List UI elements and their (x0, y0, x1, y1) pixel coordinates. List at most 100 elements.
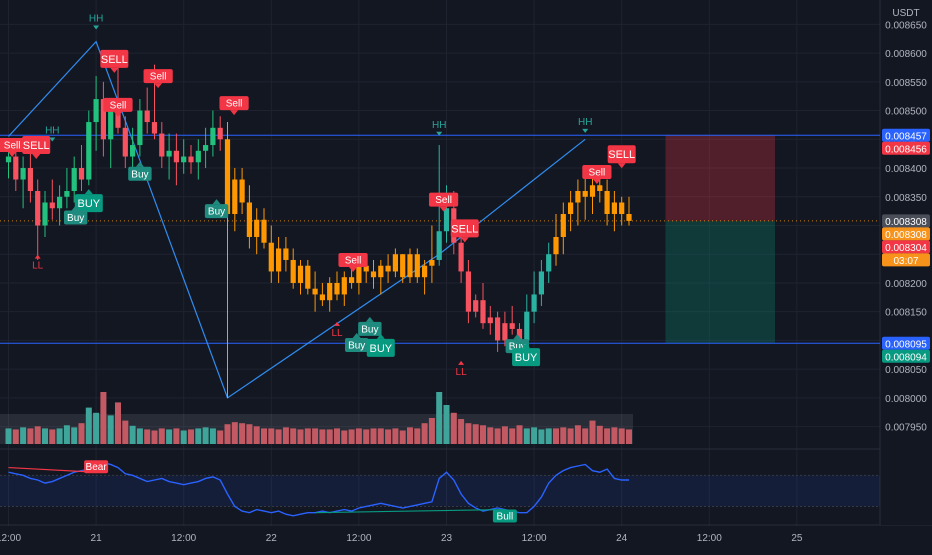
volume-bar (49, 429, 56, 444)
candle-body (239, 179, 245, 203)
candle-body (224, 139, 231, 214)
volume-bar (399, 430, 406, 444)
time-tick-label: 12:00 (522, 533, 547, 544)
signal-label: Sell (226, 99, 243, 110)
volume-bars (0, 392, 633, 444)
swing-label: LL (456, 367, 468, 378)
signal-badge (128, 166, 152, 181)
signal-pointer (460, 237, 469, 243)
volume-bar (377, 428, 384, 444)
candle-body (378, 265, 384, 278)
candle-body (597, 185, 603, 192)
price-tag (882, 253, 930, 267)
volume-bar (268, 428, 275, 444)
candle-body (254, 219, 260, 237)
candle-body (137, 110, 143, 146)
candle-body (611, 202, 617, 214)
candle-body (429, 259, 435, 266)
price-tick-label: 0.008400 (885, 164, 927, 175)
volume-bar (436, 392, 443, 444)
position-stop-zone[interactable] (665, 135, 776, 221)
signal-pointer (617, 163, 626, 169)
signal-badge (450, 219, 479, 238)
horizontal-levels[interactable] (0, 134, 880, 344)
signal-badge (100, 49, 129, 68)
candle-body (568, 202, 574, 214)
signal-pointer (592, 179, 601, 185)
candle-body (319, 294, 325, 301)
signal-badge (22, 136, 51, 155)
quote-currency-label: USDT (892, 8, 919, 19)
candle-body (173, 150, 179, 163)
swing-marker-down (49, 137, 56, 142)
signal-label: BUY (515, 352, 538, 364)
volume-bar (136, 428, 143, 444)
volume-bar (341, 430, 348, 444)
volume-bar (392, 428, 399, 444)
candle-body (487, 317, 493, 324)
position-tool[interactable] (665, 135, 776, 344)
swing-marker-down (93, 25, 100, 30)
price-tag (882, 141, 930, 155)
volume-bar (414, 428, 421, 444)
zigzag-line[interactable] (8, 40, 586, 399)
volume-bar (93, 412, 100, 444)
volume-bar (231, 422, 238, 444)
volume-bar (275, 429, 282, 444)
signal-pointer (135, 161, 144, 167)
volume-bar (611, 427, 618, 444)
volume-bar (304, 428, 311, 444)
divergence-line (315, 508, 505, 514)
candle-body (100, 99, 106, 140)
time-tick-label: 25 (791, 533, 803, 544)
candle-body (619, 202, 625, 214)
volume-bar (239, 423, 246, 444)
signal-label: Sell (110, 100, 127, 111)
candlesticks (5, 64, 632, 398)
volume-bar (538, 429, 545, 444)
volume-bar (319, 429, 326, 444)
signal-badge (74, 194, 103, 213)
candle-body (538, 271, 544, 295)
volume-bar (158, 428, 165, 444)
volume-bar (355, 428, 362, 444)
candle-body (327, 282, 333, 301)
price-tag-label: 0.008095 (885, 339, 927, 350)
swing-label: LL (32, 261, 44, 272)
divergence-label: Bear (86, 462, 108, 473)
volume-bar (385, 429, 392, 444)
time-axis[interactable]: 12:00 21 12:00 22 12:00 23 12:00 24 12:00 25 (0, 533, 803, 544)
volume-bar (144, 429, 151, 444)
volume-bar (531, 427, 538, 444)
oscillator-line (8, 462, 629, 517)
volume-bar (334, 428, 340, 444)
zigzag-lines[interactable] (8, 40, 586, 399)
signal-badge (103, 97, 133, 112)
volume-bar (348, 429, 355, 444)
volume-bar (71, 427, 78, 444)
signal-badge (358, 321, 382, 336)
volume-bar (509, 428, 516, 444)
swing-label: HH (45, 126, 59, 137)
price-axis[interactable]: USDT0.0079500.0080000.0080500.0081000.00… (881, 0, 932, 525)
candle-body (334, 282, 340, 295)
volume-bar (151, 430, 158, 444)
candle-body (283, 248, 289, 260)
volume-bar (217, 430, 224, 444)
volume-bar (202, 427, 209, 444)
candle-body (268, 242, 274, 272)
time-tick-label: 24 (616, 533, 628, 544)
signal-label: Buy (208, 207, 225, 218)
candle-body (122, 127, 128, 157)
time-tick-label: 12:00 (171, 533, 196, 544)
candle-body (509, 323, 515, 329)
signal-label: Buy (131, 169, 148, 180)
volume-bar (596, 425, 603, 444)
position-target-zone[interactable] (665, 220, 776, 344)
price-tag-label: 0.008308 (885, 230, 927, 241)
volume-bar (370, 428, 377, 444)
time-tick-label: 12:00 (346, 533, 371, 544)
candle-body (159, 133, 165, 157)
